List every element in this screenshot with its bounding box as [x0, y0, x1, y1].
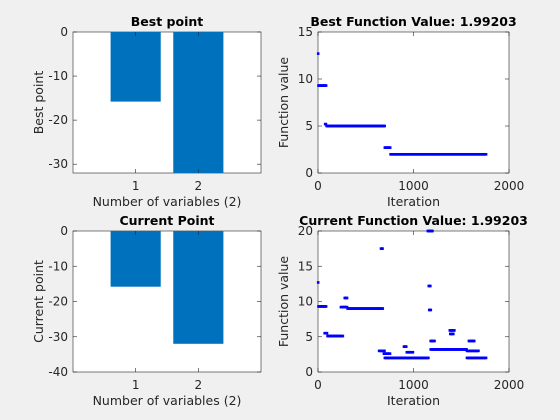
chart-4-xtick-label: 2000 [494, 378, 525, 392]
chart-4-point [453, 329, 456, 332]
chart-4-point [383, 349, 386, 353]
chart-2-ylabel: Function value [276, 57, 291, 149]
chart-3-xtick-label: 1 [132, 378, 140, 392]
chart-4-point [345, 296, 349, 300]
chart-4-point [429, 308, 433, 312]
chart-4-xtick-label: 1000 [398, 378, 429, 392]
chart-4-ytick-label: 0 [305, 365, 313, 379]
chart-2-ytick-label: 0 [305, 166, 313, 180]
chart-3-xtick-label: 2 [195, 378, 203, 392]
chart-4-title: Current Function Value: 1.99203 [299, 213, 528, 228]
chart-3-ytick-label: -30 [48, 330, 68, 344]
chart-1-ytick-label: -10 [48, 69, 68, 83]
chart-4-xlabel: Iteration [387, 393, 440, 408]
chart-1-bar-2 [173, 32, 224, 173]
chart-4-point [427, 356, 430, 360]
chart-1-title: Best point [131, 14, 203, 29]
chart-4-point [411, 350, 415, 354]
chart-4-ytick-label: 20 [298, 224, 313, 238]
chart-3-ytick-label: -10 [48, 259, 68, 273]
chart-4-point [324, 305, 328, 308]
chart-3-bar-2 [173, 231, 224, 344]
chart-2-ytick-label: 5 [305, 119, 313, 133]
chart-4-point [484, 356, 488, 360]
chart-4-point [433, 339, 436, 343]
chart-1-xlabel: Number of variables (2) [93, 194, 242, 209]
chart-2-point [324, 84, 328, 87]
chart-4-ylabel: Function value [276, 256, 291, 348]
chart-3-plot-area [72, 230, 262, 373]
chart-3-ytick-label: -20 [48, 295, 68, 309]
chart-1-ytick-label: -30 [48, 157, 68, 171]
chart-3-title: Current Point [119, 213, 214, 228]
chart-2-plot-area [317, 31, 510, 174]
chart-4-xtick-label: 0 [314, 378, 322, 392]
chart-4-point [381, 247, 384, 250]
chart-1-xtick-label: 1 [132, 179, 140, 193]
chart-4-point [431, 229, 434, 233]
chart-1-plot-area [72, 31, 262, 174]
chart-4-ytick-label: 15 [298, 259, 313, 273]
chart-1-bar-1 [110, 32, 161, 102]
chart-4-point [316, 281, 320, 284]
chart-4-point [452, 332, 455, 336]
chart-2-point [484, 152, 488, 156]
chart-2-point [316, 52, 320, 55]
chart-4-ytick-label: 5 [305, 330, 313, 344]
chart-3-ylabel: Current point [31, 260, 46, 343]
chart-2-point [388, 146, 392, 149]
chart-4-point [341, 334, 345, 338]
chart-1-ytick-label: 0 [60, 25, 68, 39]
chart-4-point [388, 352, 392, 355]
chart-4-ytick-label: 10 [298, 295, 313, 309]
chart-3-ytick-label: -40 [48, 365, 68, 379]
chart-4-point [381, 307, 385, 310]
chart-3-ytick-label: 0 [60, 224, 68, 238]
chart-2-point [383, 124, 386, 128]
chart-2-title: Best Function Value: 1.99203 [310, 14, 516, 29]
chart-4-point [477, 349, 480, 353]
chart-2-xlabel: Iteration [387, 194, 440, 209]
chart-4-point [465, 348, 468, 351]
chart-2-point [324, 122, 328, 126]
chart-2-xtick-label: 2000 [494, 179, 525, 193]
chart-3-xlabel: Number of variables (2) [93, 393, 242, 408]
chart-1-ytick-label: -20 [48, 113, 68, 127]
chart-2-ytick-label: 10 [298, 72, 313, 86]
chart-4-point [345, 305, 349, 309]
chart-2-ytick-label: 15 [298, 25, 313, 39]
chart-3-bar-1 [110, 231, 161, 287]
chart-1-xtick-label: 2 [195, 179, 203, 193]
chart-4-point [472, 339, 476, 343]
chart-1-ylabel: Best point [31, 71, 46, 135]
chart-4-point [325, 331, 329, 335]
chart-2-xtick-label: 0 [314, 179, 322, 193]
chart-4-plot-area [317, 230, 510, 373]
chart-2-xtick-label: 1000 [398, 179, 429, 193]
chart-4-point [429, 284, 432, 288]
chart-4-point [404, 345, 408, 348]
